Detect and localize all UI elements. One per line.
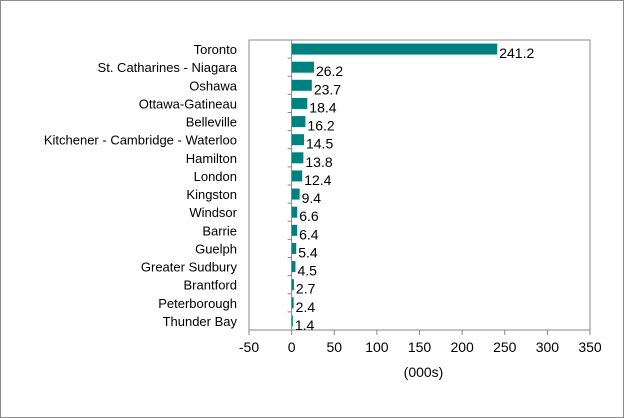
data-label: 26.2 (316, 63, 343, 79)
category-label: Kingston (186, 187, 237, 202)
bar (291, 134, 304, 146)
category-label: Brantford (184, 278, 237, 293)
x-tick-label: 350 (578, 339, 602, 355)
data-label: 2.7 (296, 281, 316, 297)
category-label: Peterborough (158, 296, 237, 311)
x-axis-title: (000s) (404, 364, 444, 380)
x-tick-label: 100 (365, 339, 389, 355)
bar (291, 297, 294, 309)
x-tick-label: 300 (536, 339, 560, 355)
category-label: Oshawa (189, 78, 237, 93)
data-label: 23.7 (314, 81, 341, 97)
bar (291, 188, 300, 200)
category-label: St. Catharines - Niagara (98, 60, 238, 75)
bar (291, 116, 306, 128)
bar (291, 61, 314, 73)
bar (291, 43, 498, 55)
data-label: 1.4 (295, 317, 315, 333)
x-tick-label: 50 (326, 339, 342, 355)
category-labels: Toronto St. Catharines - Niagara Oshawa Ott… (44, 42, 238, 329)
bar (291, 224, 298, 236)
category-label: Barrie (202, 223, 237, 238)
bar (291, 242, 297, 254)
data-label: 18.4 (309, 99, 336, 115)
bar (291, 152, 304, 164)
data-label: 16.2 (307, 118, 334, 134)
bar (291, 79, 312, 91)
category-label: Kitchener - Cambridge - Waterloo (44, 133, 237, 148)
data-label: 6.4 (299, 226, 319, 242)
category-label: Thunder Bay (163, 314, 238, 329)
category-label: London (194, 169, 237, 184)
data-label: 6.6 (299, 208, 319, 224)
value-labels: 241.2 26.2 23.7 18.4 16.2 14.5 13.8 12.4 9.4 6.6 6… (295, 45, 535, 333)
x-tick-label: 200 (450, 339, 474, 355)
bar (291, 315, 293, 327)
x-tick-label: -50 (239, 339, 259, 355)
bar (291, 97, 308, 109)
category-label: Toronto (194, 42, 237, 57)
category-label: Windsor (189, 205, 237, 220)
category-label: Greater Sudbury (141, 260, 238, 275)
category-label: Guelph (195, 241, 237, 256)
x-axis: -50 0 50 100 150 200 250 300 350 (239, 330, 602, 355)
bar (291, 261, 296, 273)
data-label: 12.4 (304, 172, 331, 188)
data-label: 9.4 (302, 190, 322, 206)
bar (291, 279, 294, 291)
data-label: 241.2 (499, 45, 534, 61)
category-label: Ottawa-Gatineau (139, 96, 237, 111)
x-tick-label: 150 (408, 339, 432, 355)
data-label: 2.4 (296, 299, 316, 315)
data-label: 4.5 (297, 263, 317, 279)
category-label: Hamilton (186, 151, 237, 166)
bars (291, 43, 498, 327)
data-label: 5.4 (298, 244, 318, 260)
x-tick-label: 250 (493, 339, 517, 355)
data-label: 13.8 (305, 154, 332, 170)
x-tick-label: 0 (288, 339, 296, 355)
category-label: Belleville (186, 115, 237, 130)
data-label: 14.5 (306, 136, 333, 152)
bar (291, 206, 298, 218)
bar (291, 170, 303, 182)
